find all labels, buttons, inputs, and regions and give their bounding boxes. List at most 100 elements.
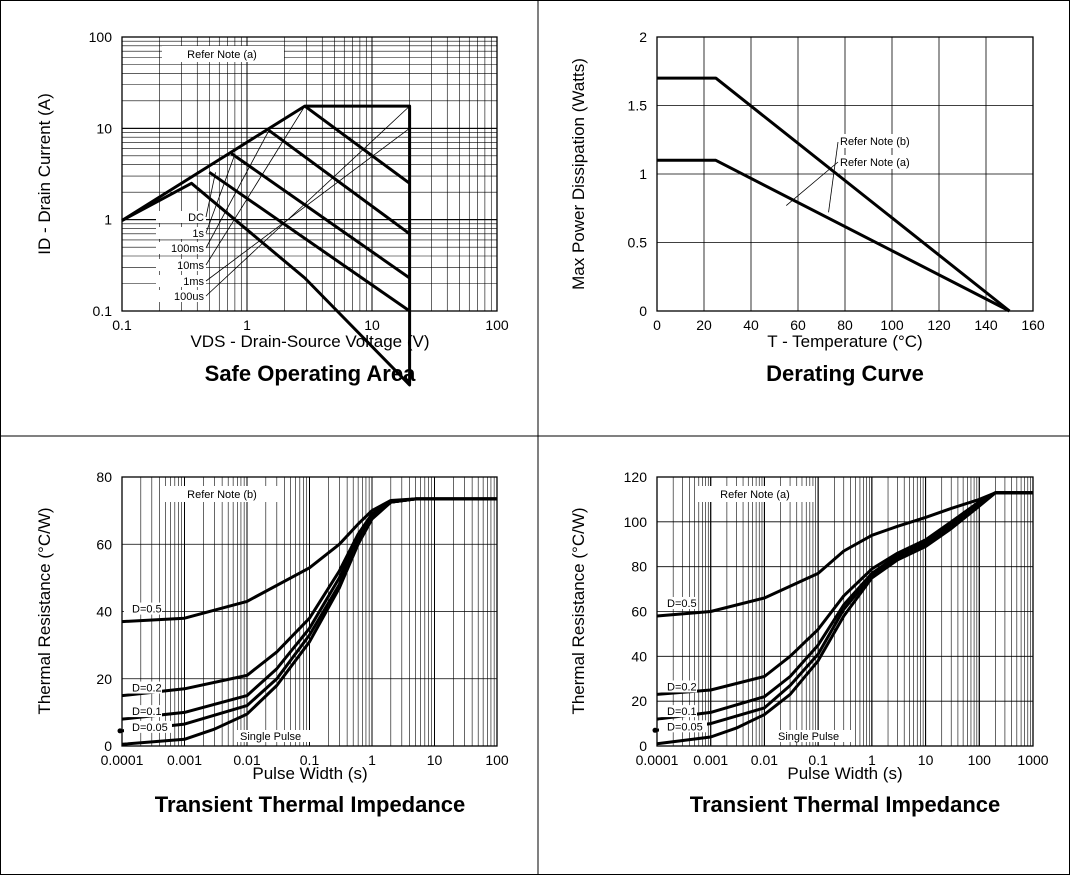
series-label: Refer Note (b): [840, 136, 910, 148]
note-label: Refer Note (a): [720, 489, 790, 501]
x-tick-label: 0.01: [233, 752, 260, 768]
label-bg: [124, 705, 162, 718]
label-bg: [156, 211, 206, 223]
note-box: [697, 486, 815, 502]
series-label: D=0.2: [132, 683, 162, 695]
x-tick-label: 100: [968, 752, 992, 768]
x-tick-label: 0.001: [693, 752, 728, 768]
x-tick-label: 0.01: [751, 752, 778, 768]
label-bg: [659, 596, 697, 609]
series-label: Refer Note (a): [840, 157, 910, 169]
series-label: D=0.5: [132, 604, 162, 616]
x-tick-label: 20: [696, 317, 712, 333]
label-bg: [156, 227, 206, 239]
y-tick-label: 0: [639, 303, 647, 319]
series-line-refer-note-b-: [657, 76, 1011, 313]
plot-border: [121, 36, 498, 312]
x-axis-label: Pulse Width (s): [252, 764, 367, 783]
series-label: 1ms: [183, 276, 204, 288]
y-tick-label: 1: [104, 212, 112, 228]
y-tick-label: 0: [639, 738, 647, 754]
note-label: Refer Note (b): [187, 489, 257, 501]
chart-title: Safe Operating Area: [205, 361, 416, 386]
series-label: 10ms: [177, 260, 204, 272]
series-line-single-pulse: [121, 497, 497, 746]
x-tick-label: 80: [837, 317, 853, 333]
leader-line: [205, 128, 410, 282]
y-axis-label: Thermal Resistance (°C/W): [569, 507, 588, 714]
series-label: DC: [188, 212, 204, 224]
label-bg: [659, 705, 697, 718]
y-axis-label: ID - Drain Current (A): [35, 93, 54, 255]
y-tick-label: 1: [639, 166, 647, 182]
y-tick-label: 80: [96, 469, 112, 485]
x-tick-label: 1: [368, 752, 376, 768]
marker-dot: [652, 727, 658, 733]
y-tick-label: 0: [104, 738, 112, 754]
x-axis-label: T - Temperature (°C): [767, 332, 922, 351]
leader-line: [785, 161, 839, 206]
x-tick-label: 0: [653, 317, 661, 333]
series-label: D=0.2: [667, 681, 697, 693]
x-tick-label: 100: [880, 317, 904, 333]
x-tick-label: 40: [743, 317, 759, 333]
series-line-100ms: [230, 152, 411, 280]
x-tick-label: 100: [485, 752, 509, 768]
x-tick-label: 1: [243, 317, 251, 333]
series-label: 100ms: [171, 243, 205, 255]
chart-derating-curve: 0 20 40 60 80 100 120 140 160 0 0.5 1 1.5 2 Derating C…: [569, 29, 1045, 386]
x-tick-label: 60: [790, 317, 806, 333]
chart-title: Transient Thermal Impedance: [155, 792, 466, 817]
plot-border: [656, 476, 1034, 747]
x-tick-label: 1: [868, 752, 876, 768]
y-tick-label: 20: [96, 671, 112, 687]
x-tick-label: 10: [427, 752, 443, 768]
y-tick-label: 1.5: [628, 98, 648, 114]
series-label: D=0.5: [667, 598, 697, 610]
leader-line: [828, 141, 839, 213]
label-bg: [836, 155, 920, 169]
label-bg: [124, 681, 162, 694]
series-line-d-0-5: [656, 491, 1033, 618]
x-tick-label: 1000: [1017, 752, 1048, 768]
leader-line: [205, 172, 216, 218]
x-tick-label: 10: [918, 752, 934, 768]
series-label: D=0.1: [132, 706, 162, 718]
series-line-single-pulse: [656, 491, 1033, 746]
series-line-dc: [121, 181, 412, 387]
y-axis-label: Thermal Resistance (°C/W): [35, 507, 54, 714]
x-axis-label: Pulse Width (s): [787, 764, 902, 783]
y-tick-label: 100: [89, 29, 113, 45]
series-line-1ms: [303, 104, 411, 185]
y-tick-label: 120: [624, 469, 648, 485]
y-tick-label: 60: [96, 536, 112, 552]
series-line-refer-note-a-: [657, 158, 1011, 313]
leader-line: [205, 154, 236, 234]
series-line-d-0-05: [656, 491, 1033, 732]
label-bg: [659, 680, 697, 693]
series-label: D=0.1: [667, 706, 697, 718]
x-axis-label: VDS - Drain-Source Voltage (V): [190, 332, 429, 351]
series-label: D=0.05: [132, 722, 168, 734]
series-line-10ms: [268, 129, 411, 236]
chart-title: Derating Curve: [766, 361, 924, 386]
x-tick-label: 0.0001: [636, 752, 679, 768]
x-tick-label: 140: [974, 317, 998, 333]
y-axis-label: Max Power Dissipation (Watts): [569, 58, 588, 290]
x-tick-label: 120: [927, 317, 951, 333]
x-tick-label: 10: [364, 317, 380, 333]
chart-transient-thermal-impedance-b: 0.0001 0.001 0.01 0.1 1 10 100 0 20 40 60 80 Refer N…: [35, 469, 509, 817]
x-tick-label: 0.0001: [101, 752, 144, 768]
leader-line: [205, 105, 306, 266]
y-tick-label: 10: [96, 120, 112, 136]
note-box: [162, 46, 284, 62]
x-tick-label: 0.001: [167, 752, 202, 768]
leader-line: [205, 105, 410, 297]
note-box: [162, 486, 280, 502]
y-tick-label: 40: [631, 648, 647, 664]
x-tick-label: 0.1: [808, 752, 828, 768]
label-bg: [774, 730, 852, 742]
chart-safe-operating-area: 0.1 1 10 100 0.1 1 10 100 Refer Note (a) Safe Ope…: [35, 29, 509, 387]
series-line-100us: [121, 104, 412, 311]
